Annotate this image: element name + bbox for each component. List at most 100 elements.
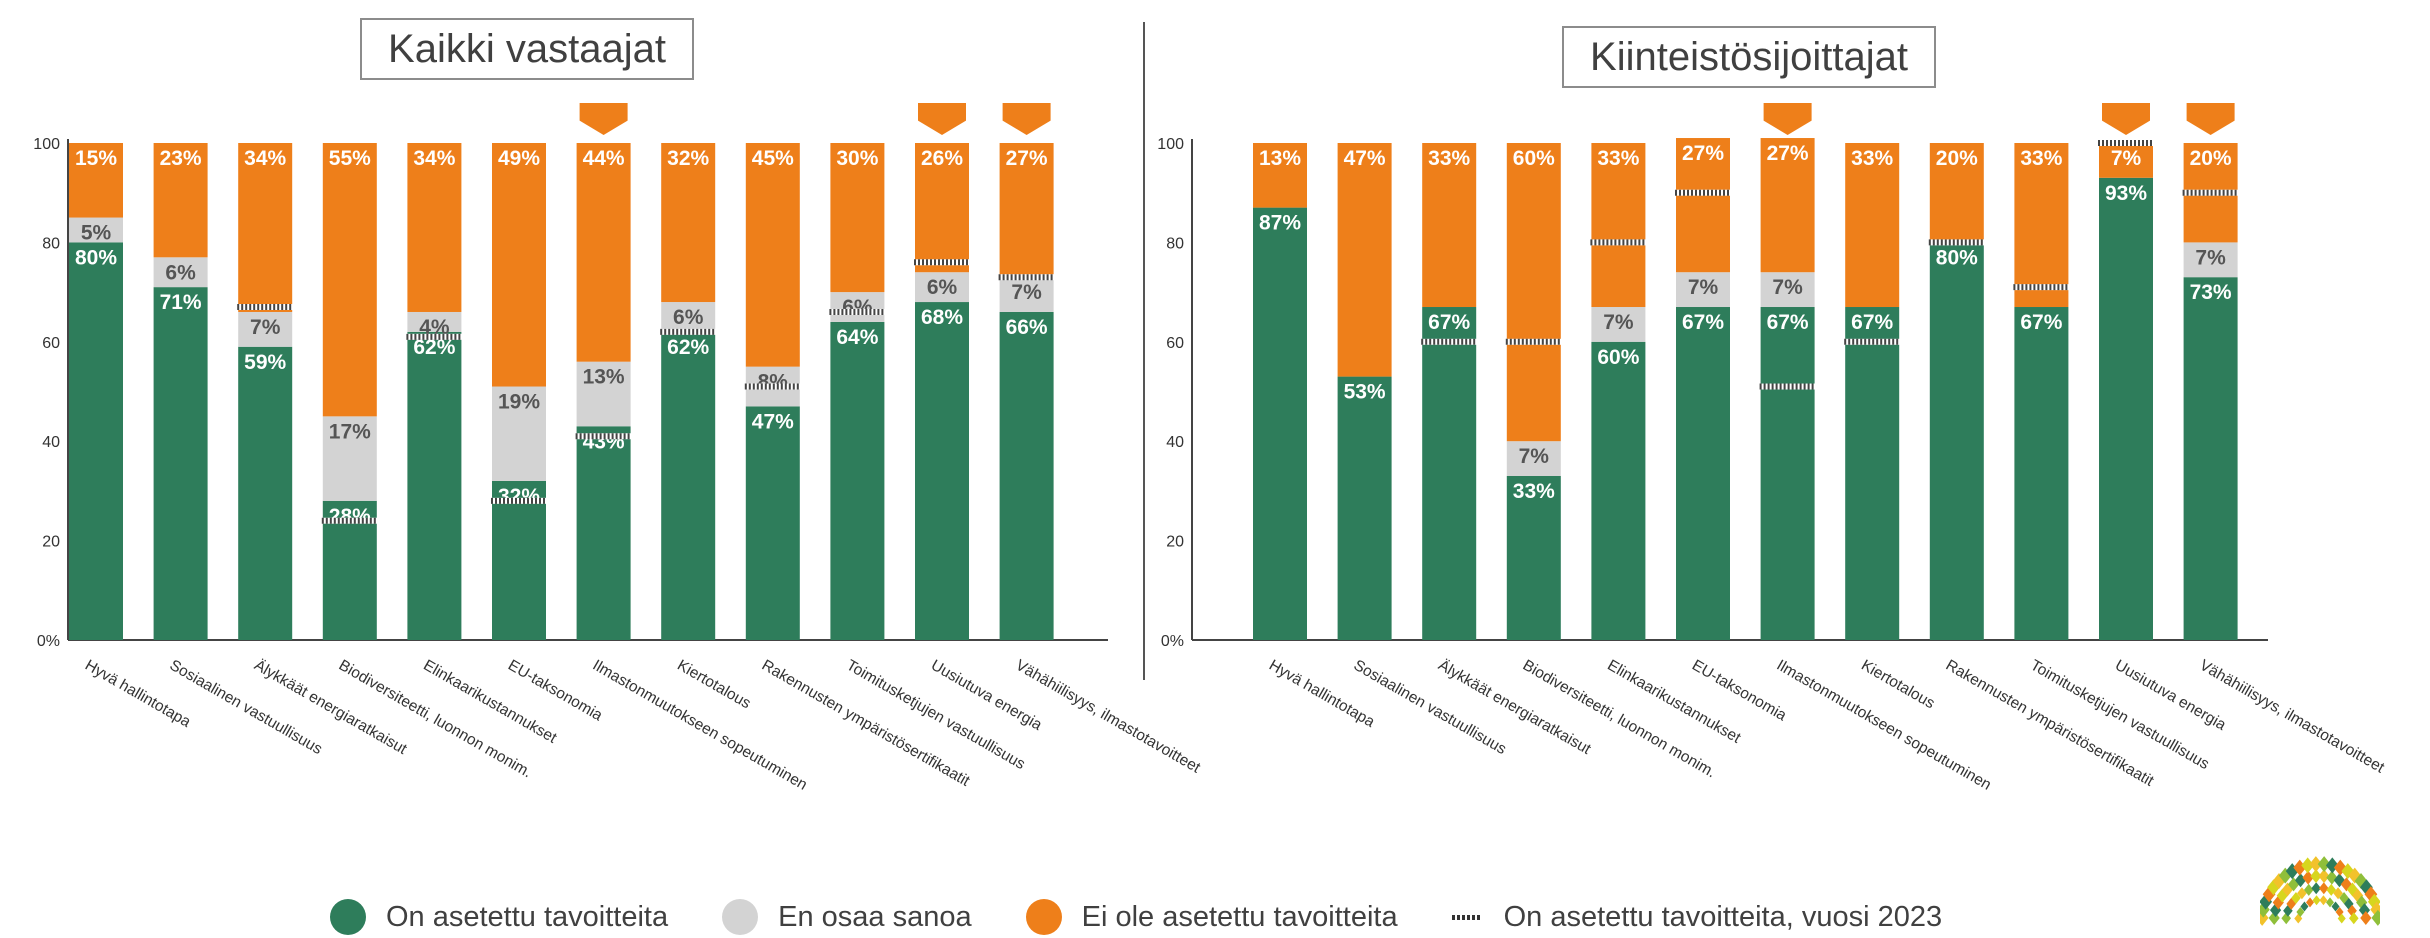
data-label: 8%	[758, 371, 789, 394]
logo-petal	[2286, 897, 2297, 910]
logo-petal	[2326, 883, 2337, 896]
bar-segment-ei-ole-asetettu-tavoitteita	[1337, 143, 1392, 377]
bar-segment-en-osaa-sanoa	[576, 361, 631, 427]
y-tick-label: 20	[1166, 534, 1184, 551]
data-label: 53%	[1344, 381, 1386, 404]
logo-petal	[2272, 895, 2284, 910]
y-tick-label: 20	[42, 534, 60, 551]
data-label: 33%	[2020, 147, 2062, 170]
bar-segment-ei-ole-asetettu-tavoitteita	[492, 143, 546, 387]
x-tick-label: Kiertotalous	[674, 657, 754, 713]
x-tick-label: Elinkaarikustannukset	[420, 657, 560, 747]
y-tick-label: 40	[42, 434, 60, 451]
data-label: 33%	[1597, 147, 1639, 170]
bar-segment-en-osaa-sanoa	[1506, 441, 1561, 476]
logo-petal	[2260, 893, 2273, 910]
orange-chevron-down-icon	[1002, 103, 1051, 135]
bar-segment-en-osaa-sanoa	[153, 257, 208, 288]
bar-segment-ei-ole-asetettu-tavoitteita	[69, 143, 123, 218]
bar-segment-on-asetettu-tavoitteita	[1760, 307, 1815, 640]
y-tick-label: 0%	[1161, 633, 1184, 650]
bar-segment-en-osaa-sanoa	[999, 277, 1054, 312]
bar-segment-on-asetettu-tavoitteita	[830, 321, 885, 640]
bar-segment-ei-ole-asetettu-tavoitteita	[1253, 143, 1307, 208]
logo-petal	[2360, 910, 2372, 925]
data-label: 45%	[752, 147, 794, 170]
data-label: 13%	[1259, 147, 1301, 170]
bar-segment-on-asetettu-tavoitteita	[1253, 207, 1307, 641]
logo-petal	[2318, 869, 2330, 884]
data-label: 60%	[1597, 346, 1639, 369]
bar-segment-on-asetettu-tavoitteita	[1591, 341, 1646, 640]
data-label: 60%	[1513, 147, 1555, 170]
data-label: 7%	[2195, 246, 2226, 269]
logo-petal	[2371, 909, 2380, 926]
data-label: 19%	[498, 391, 540, 414]
data-label: 49%	[498, 147, 540, 170]
bar-segment-on-asetettu-tavoitteita	[322, 500, 377, 640]
data-label: 47%	[1344, 147, 1386, 170]
data-label: 68%	[921, 306, 963, 329]
bar-segment-en-osaa-sanoa	[1591, 307, 1646, 342]
logo-petal	[2310, 869, 2322, 884]
data-label: 27%	[1682, 142, 1724, 165]
data-label: 6%	[842, 296, 873, 319]
data-label: 33%	[1851, 147, 1893, 170]
y-tick-label: 0%	[37, 633, 60, 650]
data-label: 6%	[673, 306, 704, 329]
logo-petal	[2283, 904, 2293, 917]
data-label: 34%	[413, 147, 455, 170]
legend: On asetettu tavoitteita En osaa sanoa Ei…	[330, 896, 1996, 938]
logo-petal	[2268, 910, 2280, 925]
bar-segment-ei-ole-asetettu-tavoitteita	[1676, 138, 1730, 273]
bar-segment-on-asetettu-tavoitteita	[2014, 307, 2069, 640]
sunburst-logo-icon	[2260, 852, 2380, 938]
data-label: 7%	[1519, 445, 1550, 468]
legend-label-not-set: Ei ole asetettu tavoitteita	[1081, 900, 1398, 933]
logo-petal	[2319, 882, 2329, 895]
data-label: 32%	[667, 147, 709, 170]
data-label: 15%	[75, 147, 117, 170]
data-label: 67%	[1428, 311, 1470, 334]
logo-petal	[2312, 895, 2321, 906]
bar-segment-ei-ole-asetettu-tavoitteita	[2099, 143, 2153, 178]
orange-chevron-down-icon	[1763, 103, 1812, 135]
logo-petal	[2346, 882, 2359, 897]
bar-segment-on-asetettu-tavoitteita	[407, 331, 462, 640]
data-label: 28%	[329, 505, 371, 528]
data-label: 66%	[1006, 316, 1048, 339]
y-tick-label: 100	[33, 136, 60, 153]
x-tick-label: Sosiaalinen vastuullisuus	[167, 657, 326, 758]
data-label: 27%	[1767, 142, 1809, 165]
data-label: 62%	[667, 336, 709, 359]
legend-swatch-unknown	[722, 899, 759, 935]
logo-petal	[2333, 873, 2346, 888]
bar-segment-ei-ole-asetettu-tavoitteita	[1506, 143, 1561, 442]
data-label: 80%	[1936, 246, 1978, 269]
bar-segment-en-osaa-sanoa	[1760, 272, 1815, 308]
bar-segment-on-asetettu-tavoitteita	[153, 287, 208, 640]
y-tick-label: 80	[1166, 235, 1184, 252]
bar-segment-en-osaa-sanoa	[69, 217, 123, 243]
y-tick-label: 40	[1166, 434, 1184, 451]
data-label: 67%	[1682, 311, 1724, 334]
bar-segment-ei-ole-asetettu-tavoitteita	[576, 143, 631, 362]
logo-petal	[2309, 856, 2323, 873]
logo-petal	[2325, 897, 2334, 908]
logo-petal	[2352, 888, 2364, 903]
data-label: 59%	[244, 351, 286, 374]
x-tick-label: Älykkäät energiaratkaisut	[1435, 657, 1594, 759]
x-tick-label: Sosiaalinen vastuullisuus	[1351, 657, 1510, 758]
data-label: 55%	[329, 147, 371, 170]
bar-segment-en-osaa-sanoa	[661, 302, 716, 332]
bar-segment-en-osaa-sanoa	[322, 416, 377, 501]
data-label: 64%	[836, 326, 878, 349]
data-label: 7%	[1603, 311, 1634, 334]
data-label: 93%	[2105, 182, 2147, 205]
bar-segment-en-osaa-sanoa	[1676, 272, 1730, 308]
bar-segment-on-asetettu-tavoitteita	[745, 406, 800, 640]
logo-petal	[2348, 867, 2362, 884]
data-label: 34%	[244, 147, 286, 170]
